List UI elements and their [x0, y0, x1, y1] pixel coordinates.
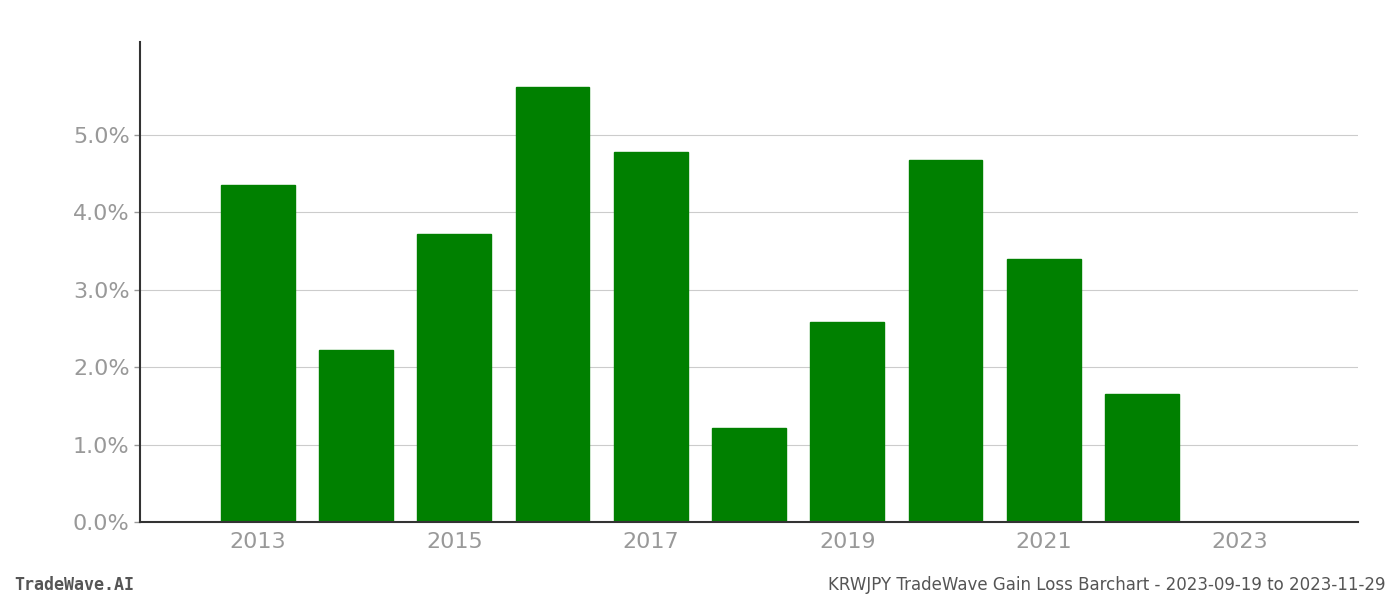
Bar	[1105, 394, 1179, 522]
Bar	[417, 234, 491, 522]
Bar	[615, 152, 687, 522]
Bar	[811, 322, 883, 522]
Bar	[1007, 259, 1081, 522]
Text: KRWJPY TradeWave Gain Loss Barchart - 2023-09-19 to 2023-11-29: KRWJPY TradeWave Gain Loss Barchart - 20…	[829, 576, 1386, 594]
Text: TradeWave.AI: TradeWave.AI	[14, 576, 134, 594]
Bar	[909, 160, 983, 522]
Bar	[221, 185, 295, 522]
Bar	[515, 87, 589, 522]
Bar	[319, 350, 393, 522]
Bar	[713, 428, 785, 522]
